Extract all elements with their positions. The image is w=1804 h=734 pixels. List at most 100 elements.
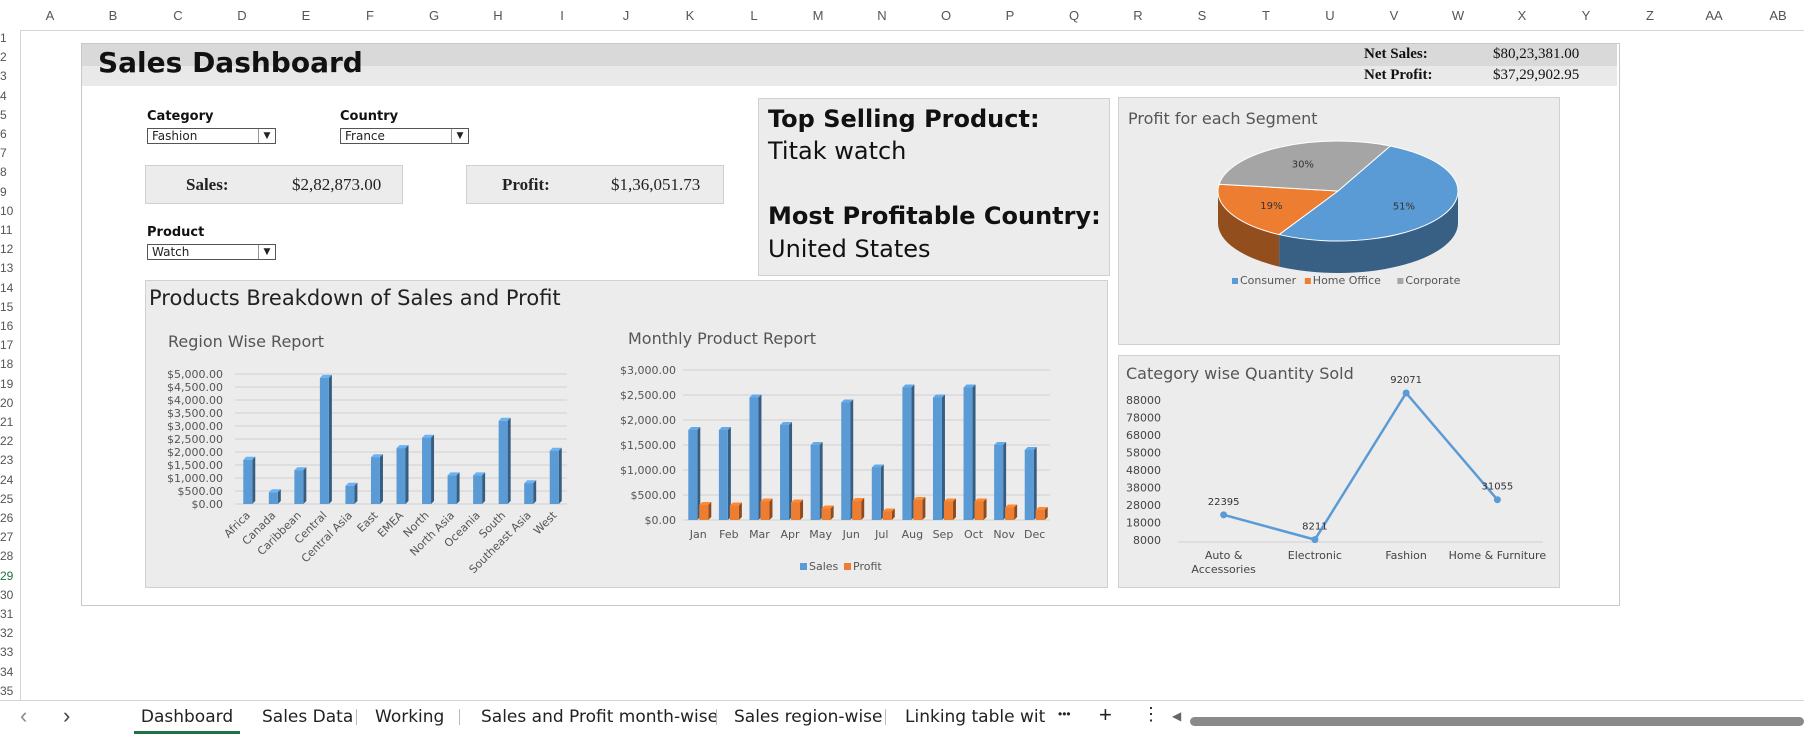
column-letter[interactable]: H: [493, 8, 503, 23]
row-number[interactable]: 3: [0, 69, 7, 84]
row-number[interactable]: 7: [0, 146, 7, 161]
row-number[interactable]: 5: [0, 107, 7, 122]
column-letter[interactable]: X: [1517, 8, 1527, 23]
bar-sales: [780, 425, 790, 520]
chevron-down-icon[interactable]: ▼: [258, 129, 275, 143]
row-number[interactable]: 12: [0, 242, 14, 257]
horizontal-scrollbar[interactable]: [1190, 717, 1804, 726]
bar-side: [727, 427, 731, 520]
column-letter[interactable]: J: [622, 8, 630, 23]
row-number[interactable]: 30: [0, 587, 14, 602]
column-letter[interactable]: P: [1005, 8, 1015, 23]
column-letter[interactable]: M: [812, 8, 824, 23]
column-letter[interactable]: U: [1325, 8, 1335, 23]
row-number[interactable]: 15: [0, 299, 14, 314]
row-number[interactable]: 4: [0, 88, 7, 103]
tab-working[interactable]: Working: [375, 707, 445, 727]
row-number[interactable]: 27: [0, 530, 14, 545]
row-number[interactable]: 29: [0, 568, 14, 583]
add-sheet-icon[interactable]: +: [1099, 702, 1112, 727]
tab-next-icon[interactable]: ›: [63, 703, 71, 728]
column-letter[interactable]: R: [1133, 8, 1143, 23]
column-letter[interactable]: L: [750, 8, 758, 23]
tab-separator: [716, 709, 717, 725]
sheet-menu-icon[interactable]: ⋮: [1142, 704, 1160, 724]
product-dropdown[interactable]: Watch ▼: [147, 244, 276, 260]
column-letter[interactable]: C: [173, 8, 183, 23]
row-number[interactable]: 32: [0, 626, 14, 641]
row-number[interactable]: 26: [0, 511, 14, 525]
tab-sales-data[interactable]: Sales Data: [262, 707, 354, 727]
scroll-left-icon[interactable]: ◀: [1172, 709, 1182, 723]
row-number[interactable]: 17: [0, 338, 14, 353]
row-number[interactable]: 2: [0, 50, 7, 65]
row-number[interactable]: 19: [0, 376, 14, 391]
tab-linking-table[interactable]: Linking table with (: [905, 707, 1045, 727]
chevron-down-icon[interactable]: ▼: [258, 245, 275, 259]
row-number[interactable]: 9: [0, 184, 7, 199]
x-tick-label: Fashion: [1385, 549, 1427, 562]
row-number[interactable]: 31: [0, 607, 14, 621]
tab-dashboard[interactable]: Dashboard: [134, 701, 240, 734]
column-letter[interactable]: E: [301, 8, 311, 23]
row-number[interactable]: 6: [0, 127, 7, 141]
row-number[interactable]: 24: [0, 472, 14, 487]
top-country-value: United States: [768, 235, 931, 263]
tab-sales-profit-month[interactable]: Sales and Profit month-wise: [481, 707, 719, 727]
column-letter[interactable]: Y: [1581, 8, 1591, 23]
breakdown-title: Products Breakdown of Sales and Profit: [149, 286, 561, 310]
column-letter[interactable]: A: [45, 8, 55, 23]
column-letter[interactable]: I: [560, 8, 564, 23]
tab-prev-icon[interactable]: ‹: [20, 703, 28, 728]
row-number[interactable]: 33: [0, 645, 14, 660]
row-number[interactable]: 21: [0, 415, 14, 429]
column-letter[interactable]: O: [940, 8, 952, 23]
row-number[interactable]: 16: [0, 319, 14, 333]
column-letter[interactable]: W: [1451, 8, 1465, 23]
column-letter[interactable]: G: [428, 8, 440, 23]
row-number[interactable]: 25: [0, 491, 14, 506]
row-number[interactable]: 1: [0, 31, 7, 45]
bar: [319, 377, 329, 504]
column-letter[interactable]: F: [366, 8, 374, 23]
column-letter[interactable]: Q: [1068, 8, 1080, 23]
row-number[interactable]: 18: [0, 357, 14, 372]
column-letter[interactable]: AA: [1705, 8, 1723, 23]
row-number[interactable]: 14: [0, 280, 14, 295]
data-point: [1402, 389, 1410, 397]
column-letter[interactable]: N: [877, 8, 887, 23]
row-number[interactable]: 35: [0, 683, 14, 698]
chevron-down-icon[interactable]: ▼: [451, 129, 468, 143]
column-letter[interactable]: D: [237, 8, 247, 23]
y-tick-label: $0.00: [645, 514, 677, 527]
y-tick-label: 78000: [1126, 412, 1161, 425]
y-tick-label: $2,500.00: [620, 389, 676, 402]
row-number[interactable]: 11: [0, 223, 13, 237]
bar-top: [319, 374, 332, 378]
row-number[interactable]: 23: [0, 453, 14, 468]
row-number[interactable]: 13: [0, 261, 14, 276]
column-letter[interactable]: V: [1389, 8, 1399, 23]
category-dropdown[interactable]: Fashion ▼: [147, 128, 276, 144]
row-number[interactable]: 8: [0, 165, 7, 180]
highlights-panel: Top Selling Product: Titak watch Most Pr…: [758, 98, 1110, 276]
legend-label: Profit: [853, 560, 882, 573]
row-number[interactable]: 34: [0, 664, 14, 679]
tab-sales-region[interactable]: Sales region-wise: [734, 707, 883, 727]
column-letter[interactable]: S: [1197, 8, 1207, 23]
column-letter[interactable]: B: [108, 8, 118, 23]
bar-profit: [852, 501, 862, 520]
column-letter[interactable]: Z: [1646, 8, 1654, 23]
row-number[interactable]: 20: [0, 395, 14, 410]
more-tabs-icon[interactable]: •••: [1058, 707, 1071, 721]
data-label: 31055: [1481, 482, 1513, 493]
column-letter[interactable]: AB: [1769, 8, 1787, 23]
country-dropdown[interactable]: France ▼: [340, 128, 469, 144]
row-number[interactable]: 10: [0, 203, 14, 218]
column-letter[interactable]: T: [1262, 8, 1270, 23]
bar: [268, 492, 278, 504]
row-number[interactable]: 22: [0, 434, 14, 449]
row-number[interactable]: 28: [0, 549, 14, 564]
column-letter[interactable]: K: [685, 8, 695, 23]
x-tick-label: West: [531, 508, 560, 537]
